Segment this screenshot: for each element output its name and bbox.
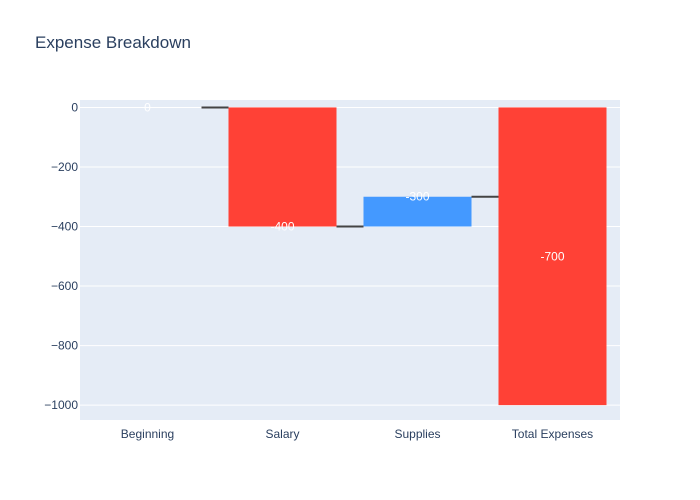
bar-supplies	[363, 196, 472, 227]
y-tick-label: −1000	[44, 398, 78, 412]
bar-salary	[228, 107, 337, 227]
x-tick-label: Beginning	[121, 427, 174, 441]
data-labels: 0 -400 -300 -700	[144, 100, 565, 263]
data-label: 0	[144, 100, 151, 114]
x-tick-label: Salary	[265, 427, 299, 441]
x-axis: Beginning Salary Supplies Total Expenses	[121, 427, 593, 441]
bars	[228, 107, 607, 406]
y-axis: 0 −200 −400 −600 −800 −1000	[44, 100, 78, 412]
chart-title: Expense Breakdown	[35, 33, 191, 52]
connectors	[201, 106, 499, 228]
data-label: -400	[270, 220, 294, 234]
y-tick-label: −600	[51, 279, 78, 293]
y-tick-label: −800	[51, 339, 78, 353]
y-tick-label: −400	[51, 220, 78, 234]
y-tick-label: −200	[51, 160, 78, 174]
data-label: -300	[405, 190, 429, 204]
bar-total-expenses	[498, 107, 607, 406]
x-tick-label: Supplies	[394, 427, 440, 441]
data-label: -700	[540, 249, 564, 263]
y-tick-label: 0	[71, 100, 78, 114]
x-tick-label: Total Expenses	[512, 427, 593, 441]
